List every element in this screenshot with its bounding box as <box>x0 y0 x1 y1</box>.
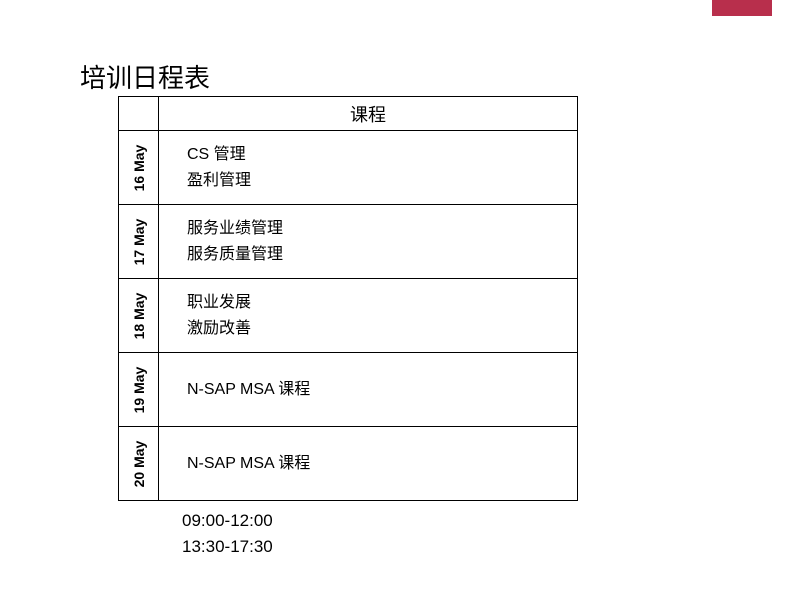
date-label: 18 May <box>131 292 147 339</box>
header-course-col: 课程 <box>159 97 578 131</box>
date-cell: 19 May <box>119 353 159 427</box>
course-cell: 服务业绩管理 服务质量管理 <box>159 205 578 279</box>
date-cell: 20 May <box>119 427 159 501</box>
course-line: 激励改善 <box>187 316 577 342</box>
course-cell: N-SAP MSA 课程 <box>159 353 578 427</box>
accent-bar <box>712 0 772 16</box>
table-row: 17 May 服务业绩管理 服务质量管理 <box>119 205 578 279</box>
course-line: CS 管理 <box>187 142 577 168</box>
date-label: 16 May <box>131 144 147 191</box>
course-cell: N-SAP MSA 课程 <box>159 427 578 501</box>
course-line: 服务质量管理 <box>187 242 577 268</box>
course-line: N-SAP MSA 课程 <box>187 451 577 477</box>
date-label: 20 May <box>131 440 147 487</box>
course-line: 职业发展 <box>187 290 577 316</box>
date-cell: 16 May <box>119 131 159 205</box>
course-cell: 职业发展 激励改善 <box>159 279 578 353</box>
time-line-1: 09:00-12:00 <box>182 508 273 534</box>
date-cell: 18 May <box>119 279 159 353</box>
times-block: 09:00-12:00 13:30-17:30 <box>182 508 273 559</box>
table-header-row: 课程 <box>119 97 578 131</box>
table-row: 16 May CS 管理 盈利管理 <box>119 131 578 205</box>
course-line: 盈利管理 <box>187 168 577 194</box>
table-row: 20 May N-SAP MSA 课程 <box>119 427 578 501</box>
table-row: 18 May 职业发展 激励改善 <box>119 279 578 353</box>
table-row: 19 May N-SAP MSA 课程 <box>119 353 578 427</box>
date-label: 17 May <box>131 218 147 265</box>
page-title: 培训日程表 <box>80 58 210 95</box>
header-date-col <box>119 97 159 131</box>
time-line-2: 13:30-17:30 <box>182 534 273 560</box>
schedule-table: 课程 16 May CS 管理 盈利管理 17 May 服务业绩管理 服务质量管… <box>118 96 578 501</box>
course-line: N-SAP MSA 课程 <box>187 377 577 403</box>
date-cell: 17 May <box>119 205 159 279</box>
course-cell: CS 管理 盈利管理 <box>159 131 578 205</box>
course-line: 服务业绩管理 <box>187 216 577 242</box>
date-label: 19 May <box>131 366 147 413</box>
